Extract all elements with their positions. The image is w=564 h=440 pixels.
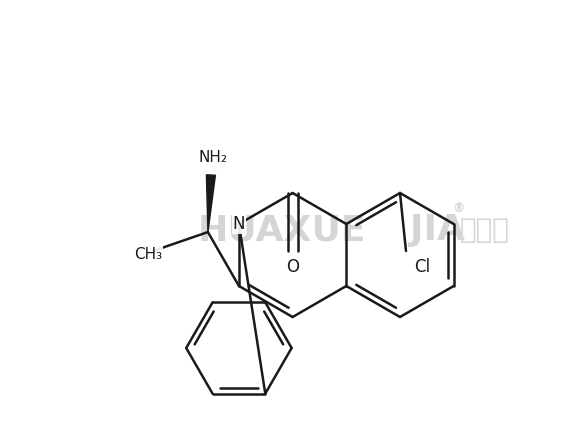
Text: NH₂: NH₂ <box>199 150 227 165</box>
Text: ®: ® <box>452 202 465 215</box>
Polygon shape <box>206 175 215 232</box>
Text: JIA: JIA <box>410 213 465 247</box>
Text: Cl: Cl <box>414 258 430 276</box>
Text: HUAXUE: HUAXUE <box>198 213 366 247</box>
Text: N: N <box>233 215 245 233</box>
Text: 化学加: 化学加 <box>460 216 510 244</box>
Text: O: O <box>286 258 299 276</box>
Text: CH₃: CH₃ <box>134 247 162 262</box>
